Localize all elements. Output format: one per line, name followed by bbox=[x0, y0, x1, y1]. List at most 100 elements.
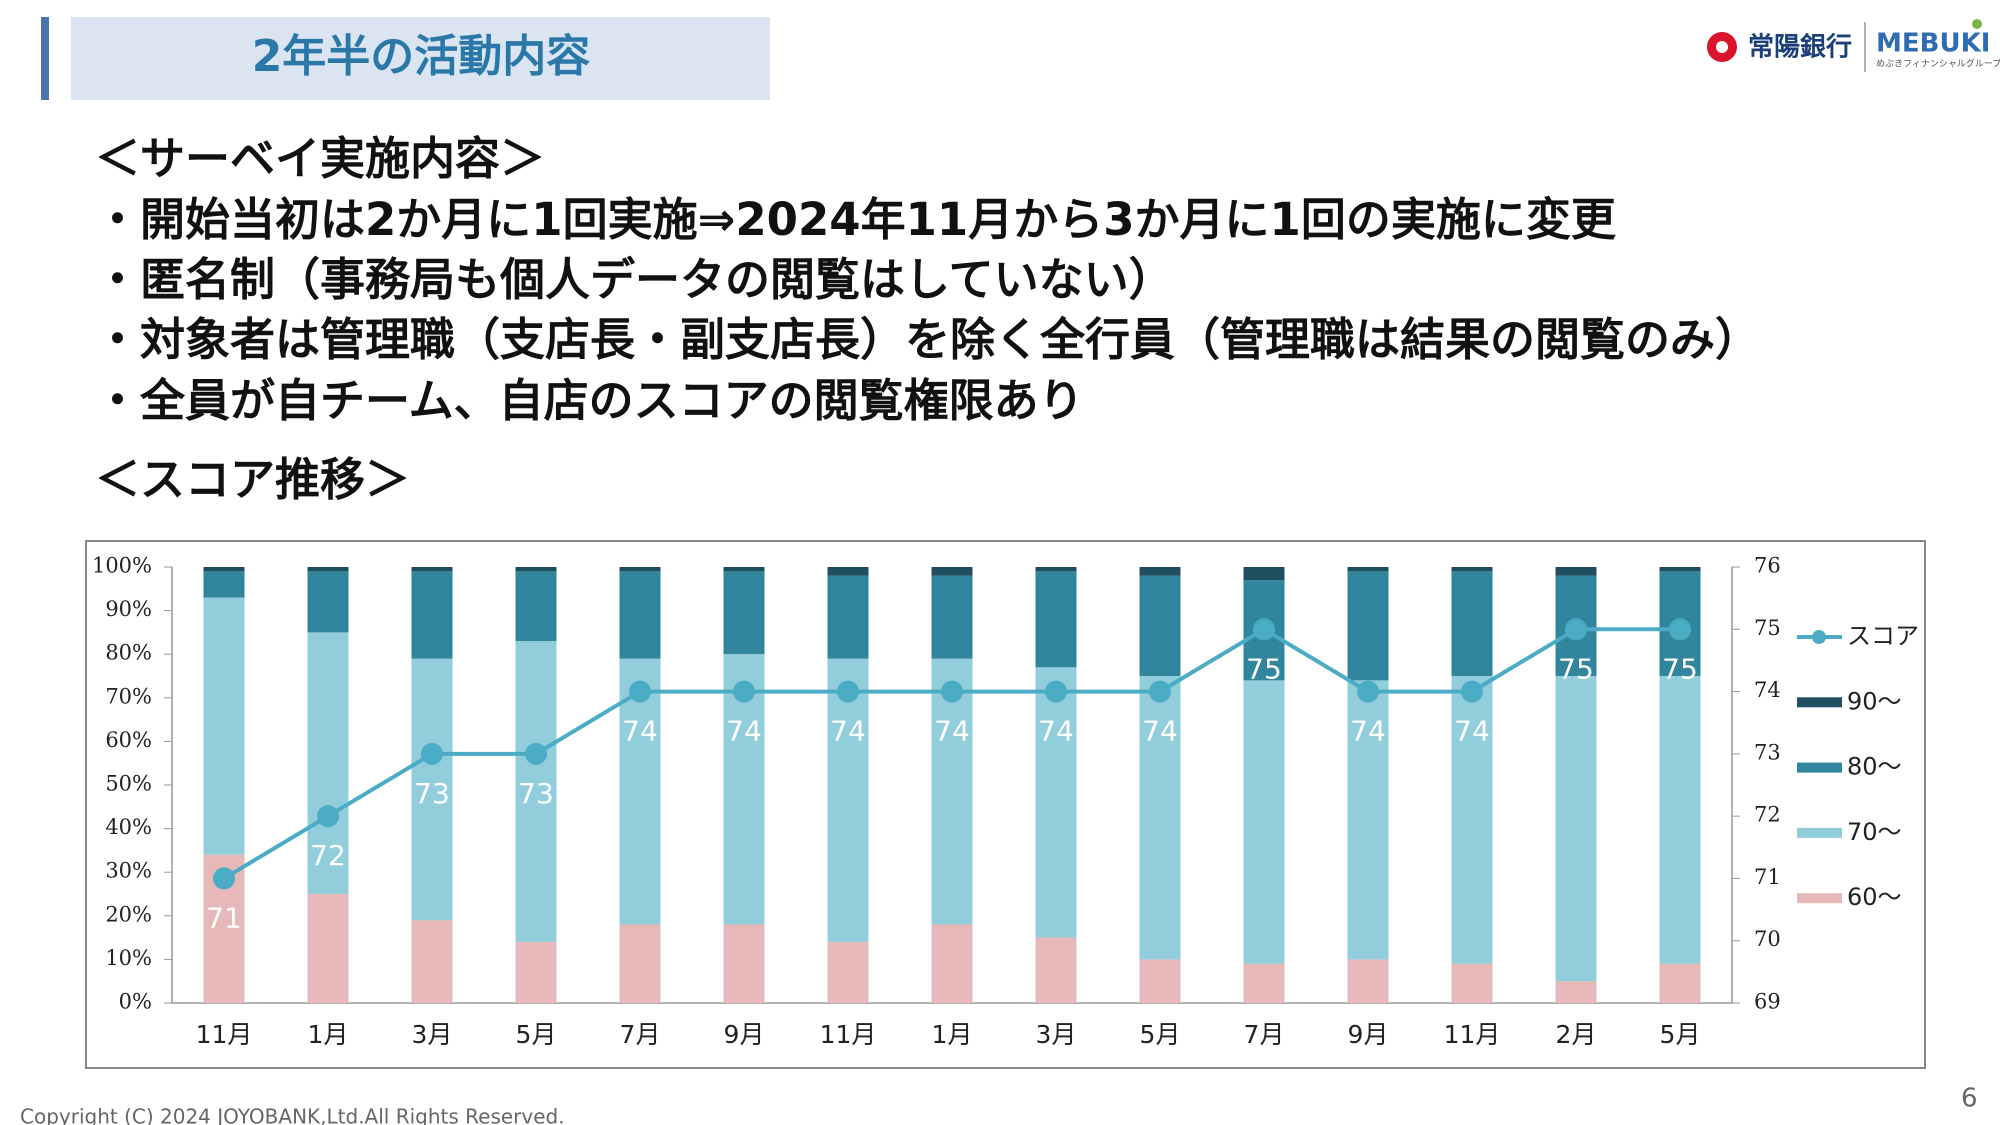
bar-segment bbox=[1139, 959, 1181, 1003]
y2-tick-label: 72 bbox=[1754, 803, 1781, 827]
score-point bbox=[837, 680, 859, 703]
score-label: 74 bbox=[1454, 715, 1490, 748]
bar-segment bbox=[411, 567, 453, 572]
y2-tick-label: 71 bbox=[1754, 865, 1781, 889]
bullet: ・対象者は管理職（支店長・副支店長）を除く全行員（管理職は結果の閲覧のみ） bbox=[95, 313, 1760, 366]
x-tick-label: 11月 bbox=[196, 1020, 253, 1049]
bar-segment bbox=[411, 658, 453, 921]
bar-segment bbox=[1555, 676, 1597, 982]
bullet: ・全員が自チーム、自店のスコアの閲覧権限あり bbox=[95, 374, 1084, 427]
y2-tick-label: 74 bbox=[1754, 678, 1781, 702]
bar-segment bbox=[203, 597, 245, 855]
logo-brand: MEBUKI bbox=[1876, 29, 1990, 59]
score-label: 73 bbox=[518, 777, 554, 810]
bar-segment bbox=[515, 941, 557, 1003]
x-tick-label: 9月 bbox=[724, 1020, 765, 1049]
bullet: ・開始当初は2か月に1回実施⇒2024年11月から3か月に1回の実施に変更 bbox=[95, 193, 1617, 246]
x-tick-label: 11月 bbox=[820, 1020, 877, 1049]
score-point bbox=[733, 680, 755, 703]
score-point bbox=[213, 867, 235, 890]
legend-swatch bbox=[1797, 893, 1842, 904]
score-label: 74 bbox=[934, 715, 970, 748]
legend-label: 90～ bbox=[1847, 687, 1902, 715]
bar-segment bbox=[619, 571, 661, 659]
score-label: 74 bbox=[622, 715, 658, 748]
bar-segment bbox=[1555, 981, 1597, 1003]
score-point bbox=[1253, 618, 1275, 641]
score-point bbox=[317, 805, 339, 828]
x-tick-label: 11月 bbox=[1444, 1020, 1501, 1049]
x-tick-label: 5月 bbox=[1660, 1020, 1701, 1049]
bar-segment bbox=[1035, 667, 1077, 938]
survey-heading: ＜サーベイ実施内容＞ bbox=[95, 132, 545, 185]
score-point bbox=[1149, 680, 1171, 703]
bar-segment bbox=[1347, 680, 1389, 960]
y-tick-label: 10% bbox=[105, 946, 152, 970]
bar-segment bbox=[1659, 963, 1701, 1003]
score-point bbox=[1565, 618, 1587, 641]
bar-segment bbox=[1451, 676, 1493, 964]
x-tick-label: 7月 bbox=[1244, 1020, 1285, 1049]
y-tick-label: 60% bbox=[105, 728, 152, 752]
score-point bbox=[525, 742, 547, 765]
x-tick-label: 5月 bbox=[1140, 1020, 1181, 1049]
bar-segment bbox=[1035, 571, 1077, 668]
bar-segment bbox=[307, 571, 349, 633]
bar-segment bbox=[619, 567, 661, 572]
y2-tick-label: 76 bbox=[1754, 554, 1781, 578]
y-tick-label: 70% bbox=[105, 684, 152, 708]
y2-tick-label: 73 bbox=[1754, 740, 1781, 764]
x-tick-label: 7月 bbox=[620, 1020, 661, 1049]
score-point bbox=[1045, 680, 1067, 703]
bar-segment bbox=[307, 894, 349, 1003]
bar-segment bbox=[931, 658, 973, 925]
bar-segment bbox=[1243, 963, 1285, 1003]
bar-segment bbox=[1243, 567, 1285, 581]
score-label: 72 bbox=[310, 839, 346, 872]
copyright: Copyright (C) 2024 JOYOBANK,Ltd.All Righ… bbox=[20, 1105, 565, 1125]
y-tick-label: 80% bbox=[105, 641, 152, 665]
bullet: ・匿名制（事務局も個人データの閲覧はしていない） bbox=[95, 253, 1174, 306]
score-label: 74 bbox=[1038, 715, 1074, 748]
legend-swatch bbox=[1797, 827, 1842, 838]
logo: 常陽銀行 MEBUKI めぶきフィナンシャルグループ bbox=[1707, 19, 2000, 72]
bar-segment bbox=[619, 924, 661, 1003]
bar-segment bbox=[515, 641, 557, 942]
bar-segment bbox=[1347, 567, 1389, 572]
bar-segment bbox=[411, 571, 453, 659]
score-label: 74 bbox=[1350, 715, 1386, 748]
bar-segment bbox=[1451, 567, 1493, 572]
bar-segment bbox=[827, 658, 869, 942]
score-label: 75 bbox=[1662, 652, 1698, 685]
bar-segment bbox=[203, 571, 245, 598]
score-point bbox=[1461, 680, 1483, 703]
score-point bbox=[1357, 680, 1379, 703]
score-label: 73 bbox=[414, 777, 450, 810]
legend-label: 80～ bbox=[1847, 753, 1902, 781]
score-point bbox=[941, 680, 963, 703]
bar-segment bbox=[1139, 567, 1181, 576]
bar-segment bbox=[723, 571, 765, 655]
y2-tick-label: 70 bbox=[1754, 927, 1781, 951]
slide-title: 2年半の活動内容 bbox=[252, 31, 591, 82]
bar-segment bbox=[827, 567, 869, 576]
legend-label: 70～ bbox=[1847, 818, 1902, 846]
section-heading: ＜スコア推移＞ bbox=[95, 453, 410, 506]
bar-segment bbox=[1139, 676, 1181, 960]
score-point bbox=[1669, 618, 1691, 641]
bar-segment bbox=[1243, 680, 1285, 964]
accent-bar bbox=[41, 17, 49, 100]
bar-segment bbox=[931, 567, 973, 576]
y-tick-label: 40% bbox=[105, 815, 152, 839]
page-number: 6 bbox=[1961, 1084, 1978, 1114]
logo-bank: 常陽銀行 bbox=[1748, 32, 1852, 63]
legend-label: スコア bbox=[1847, 622, 1919, 650]
score-point bbox=[421, 742, 443, 765]
title-box bbox=[71, 17, 770, 100]
bar-segment bbox=[515, 571, 557, 642]
y-tick-label: 50% bbox=[105, 772, 152, 796]
legend-swatch bbox=[1797, 762, 1842, 773]
y-tick-label: 30% bbox=[105, 859, 152, 883]
